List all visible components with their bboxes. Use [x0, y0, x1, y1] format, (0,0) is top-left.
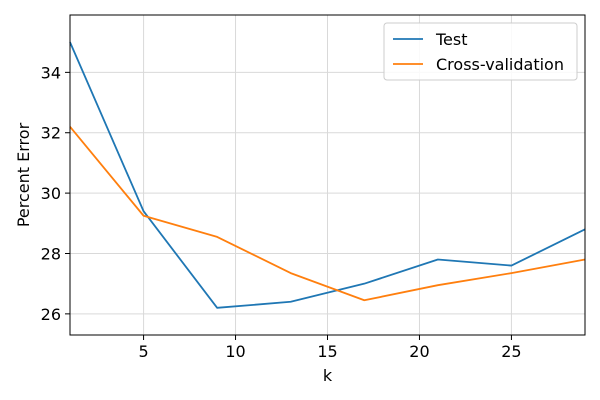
series-line-test — [69, 41, 586, 309]
x-tick-label: 10 — [225, 342, 245, 361]
legend-label-cross-validation: Cross-validation — [436, 55, 564, 74]
y-tick-label: 26 — [41, 305, 61, 324]
legend-box — [383, 22, 578, 81]
x-tick-label: 5 — [138, 342, 148, 361]
y-tick-label: 34 — [41, 63, 61, 82]
y-tick-label: 30 — [41, 184, 61, 203]
y-tick-label: 32 — [41, 124, 61, 143]
y-axis-ticks: 26 28 30 32 34 — [41, 63, 70, 324]
x-tick-label: 15 — [317, 342, 337, 361]
x-tick-label: 25 — [501, 342, 521, 361]
y-tick-label: 28 — [41, 244, 61, 263]
series-line-cross-validation — [69, 126, 586, 302]
legend-label-test: Test — [435, 30, 468, 49]
series-lines — [69, 41, 586, 309]
x-tick-label: 20 — [409, 342, 429, 361]
legend: Test Cross-validation — [383, 22, 578, 81]
y-axis-label: Percent Error — [14, 122, 33, 227]
x-axis-label: k — [323, 366, 333, 385]
x-axis-ticks: 5 10 15 20 25 — [138, 335, 522, 361]
